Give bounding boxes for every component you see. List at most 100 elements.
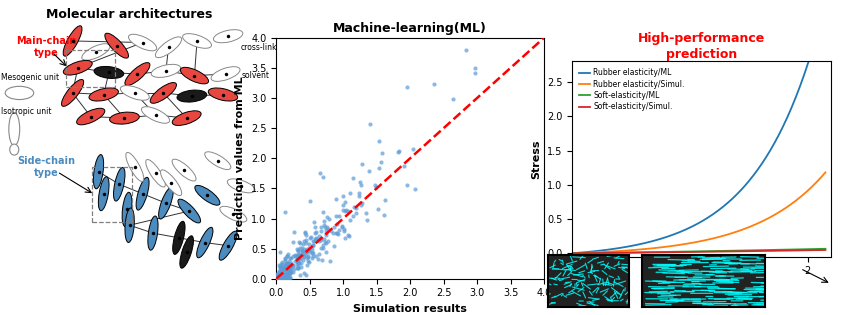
Point [320, 250, 333, 255]
Point [302, 260, 315, 265]
Point [276, 266, 290, 271]
Line: Soft-elasticity/Simul.: Soft-elasticity/Simul. [572, 250, 825, 253]
Ellipse shape [114, 168, 125, 201]
Soft-elasticity/ML [722, 249, 732, 253]
Point [297, 257, 310, 262]
Title: Machine-learning(ML): Machine-learning(ML) [333, 22, 487, 35]
Point [315, 245, 329, 250]
Point [460, 31, 473, 36]
Point [326, 225, 340, 230]
Point [290, 258, 303, 263]
Point [273, 249, 286, 255]
Point [446, 96, 460, 101]
Point [320, 225, 334, 230]
Point [278, 262, 292, 267]
Point [307, 219, 320, 224]
Point [275, 262, 289, 267]
Ellipse shape [150, 83, 177, 103]
Title: High-performance
prediction: High-performance prediction [638, 32, 765, 61]
Point [314, 245, 327, 250]
Text: Main-chain
type: Main-chain type [16, 36, 76, 58]
Point [307, 250, 320, 255]
Point [278, 258, 292, 263]
Point [337, 208, 350, 213]
Point [280, 276, 293, 281]
Point [313, 238, 326, 243]
Ellipse shape [136, 177, 149, 210]
Point [354, 202, 368, 207]
Ellipse shape [9, 144, 19, 155]
Soft-elasticity/ML [717, 249, 728, 253]
Ellipse shape [105, 33, 128, 58]
Point [287, 229, 301, 234]
Ellipse shape [178, 199, 201, 223]
Soft-elasticity/ML [780, 248, 791, 252]
Soft-elasticity/Simul. [722, 249, 732, 253]
Point [278, 271, 292, 276]
Point [275, 266, 289, 272]
Point [372, 138, 386, 143]
Point [316, 243, 330, 248]
Ellipse shape [180, 236, 194, 268]
Ellipse shape [8, 112, 20, 146]
Ellipse shape [180, 67, 208, 84]
Point [291, 248, 304, 253]
Point [273, 276, 286, 281]
Ellipse shape [99, 177, 109, 211]
Point [280, 273, 294, 278]
Point [316, 175, 330, 180]
Ellipse shape [125, 208, 134, 243]
Point [270, 275, 284, 280]
Point [355, 162, 369, 167]
Point [301, 262, 314, 267]
Soft-elasticity/Simul. [568, 251, 578, 255]
Point [288, 258, 302, 263]
Point [280, 261, 294, 266]
Point [301, 247, 314, 252]
Point [280, 268, 294, 273]
Point [318, 225, 332, 230]
Point [314, 235, 327, 240]
Point [290, 247, 303, 252]
Point [329, 214, 343, 219]
Point [272, 271, 286, 276]
Point [272, 272, 286, 277]
Point [282, 271, 296, 276]
Point [304, 234, 318, 239]
Ellipse shape [63, 60, 93, 75]
Point [276, 264, 290, 269]
Point [320, 231, 333, 236]
Point [281, 265, 295, 270]
Y-axis label: Prediction values from ML: Prediction values from ML [235, 77, 246, 240]
Point [275, 271, 289, 276]
Text: cross-linker: cross-linker [241, 43, 286, 52]
Point [277, 264, 291, 269]
Point [306, 243, 320, 248]
Point [309, 230, 322, 235]
Point [338, 199, 352, 204]
Point [302, 247, 315, 252]
Point [272, 276, 286, 281]
Point [275, 276, 288, 281]
Ellipse shape [110, 112, 139, 124]
Point [354, 180, 367, 185]
Point [368, 182, 382, 187]
Point [275, 271, 288, 276]
Rubber elasticity/ML [780, 119, 791, 123]
Point [272, 276, 286, 281]
Point [348, 206, 362, 211]
Point [314, 225, 327, 230]
Point [269, 272, 283, 278]
Point [295, 249, 309, 254]
Rubber elasticity/Simul. [820, 170, 830, 174]
Ellipse shape [76, 108, 105, 125]
Soft-elasticity/ML [717, 249, 727, 253]
Point [270, 276, 284, 281]
Point [275, 274, 289, 279]
Point [303, 199, 316, 204]
Point [292, 240, 306, 245]
Point [280, 261, 294, 266]
Point [273, 263, 286, 268]
Point [309, 229, 323, 234]
Point [341, 208, 354, 213]
